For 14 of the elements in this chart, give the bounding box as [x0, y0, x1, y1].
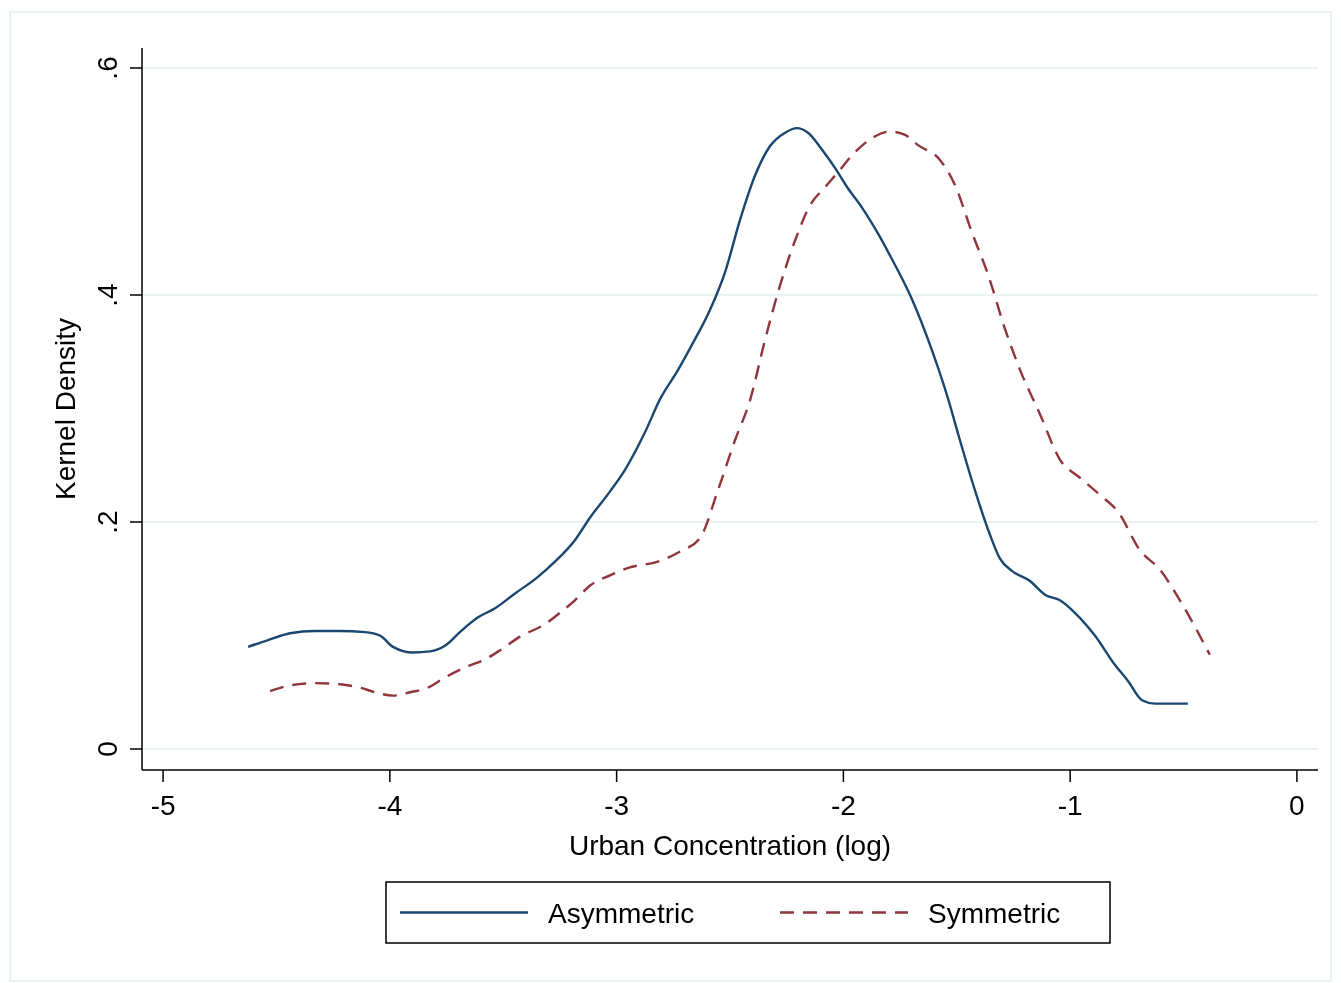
- y-tick-label: .4: [92, 283, 123, 307]
- y-tick-label: 0: [92, 741, 123, 757]
- x-tick-label: -4: [377, 790, 403, 821]
- legend-label: Asymmetric: [548, 897, 695, 929]
- x-tick-label: -3: [604, 790, 630, 821]
- x-axis-title: Urban Concentration (log): [568, 830, 892, 861]
- legend-label: Symmetric: [928, 897, 1061, 929]
- y-tick-label: .6: [92, 56, 123, 80]
- y-tick-label: .2: [92, 510, 123, 534]
- x-tick-label: -2: [830, 790, 856, 821]
- x-tick-label: -5: [150, 790, 176, 821]
- x-tick-label: 0: [1289, 790, 1305, 821]
- y-axis-title: Kernel Density: [50, 317, 81, 501]
- x-tick-label: -1: [1057, 790, 1083, 821]
